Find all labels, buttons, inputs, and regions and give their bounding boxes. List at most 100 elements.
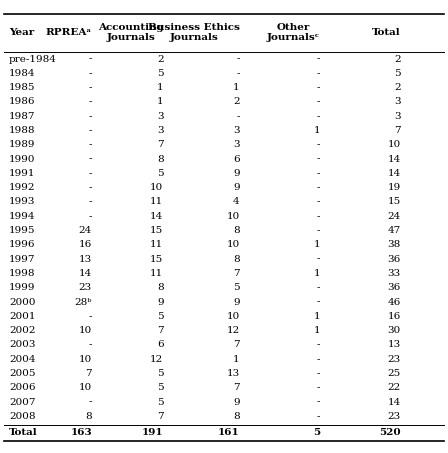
Text: 7: 7	[157, 412, 164, 421]
Text: 1: 1	[233, 83, 240, 92]
Text: 23: 23	[388, 355, 401, 364]
Text: 23: 23	[78, 283, 92, 292]
Text: -: -	[317, 140, 320, 149]
Text: 8: 8	[233, 412, 240, 421]
Text: Other
Journalsᶜ: Other Journalsᶜ	[267, 23, 320, 43]
Text: 3: 3	[394, 97, 401, 106]
Text: 2: 2	[394, 54, 401, 63]
Text: 1996: 1996	[9, 241, 35, 249]
Text: 8: 8	[157, 154, 164, 164]
Text: 10: 10	[226, 241, 240, 249]
Text: 1987: 1987	[9, 112, 35, 120]
Text: 6: 6	[157, 340, 164, 349]
Text: 5: 5	[157, 69, 164, 78]
Text: 46: 46	[388, 298, 401, 307]
Text: -: -	[317, 355, 320, 364]
Text: -: -	[236, 69, 240, 78]
Text: pre-1984: pre-1984	[9, 54, 57, 63]
Text: -: -	[88, 312, 92, 321]
Text: -: -	[236, 54, 240, 63]
Text: -: -	[317, 83, 320, 92]
Text: 1997: 1997	[9, 255, 35, 264]
Text: -: -	[317, 340, 320, 349]
Text: 19: 19	[388, 183, 401, 192]
Text: 7: 7	[394, 126, 401, 135]
Text: 2007: 2007	[9, 398, 35, 407]
Text: 2008: 2008	[9, 412, 35, 421]
Text: 23: 23	[388, 412, 401, 421]
Text: 1991: 1991	[9, 169, 35, 178]
Text: 1989: 1989	[9, 140, 35, 149]
Text: -: -	[317, 54, 320, 63]
Text: 1995: 1995	[9, 226, 35, 235]
Text: -: -	[88, 212, 92, 221]
Text: 7: 7	[233, 269, 240, 278]
Text: -: -	[317, 383, 320, 392]
Text: Business Ethics
Journals: Business Ethics Journals	[148, 23, 240, 43]
Text: 10: 10	[150, 183, 164, 192]
Text: 9: 9	[233, 183, 240, 192]
Text: 33: 33	[388, 269, 401, 278]
Text: 10: 10	[78, 383, 92, 392]
Text: 1: 1	[157, 83, 164, 92]
Text: 2003: 2003	[9, 340, 35, 349]
Text: 1: 1	[314, 312, 320, 321]
Text: 10: 10	[78, 326, 92, 335]
Text: -: -	[88, 340, 92, 349]
Text: RPREAᵃ: RPREAᵃ	[46, 28, 92, 37]
Text: 9: 9	[233, 169, 240, 178]
Text: 7: 7	[233, 340, 240, 349]
Text: -: -	[317, 412, 320, 421]
Text: -: -	[317, 398, 320, 407]
Text: 1990: 1990	[9, 154, 35, 164]
Text: -: -	[88, 398, 92, 407]
Text: 10: 10	[78, 355, 92, 364]
Text: 2005: 2005	[9, 369, 35, 378]
Text: 161: 161	[218, 428, 240, 437]
Text: 25: 25	[388, 369, 401, 378]
Text: -: -	[317, 198, 320, 207]
Text: Total: Total	[9, 428, 38, 437]
Text: 1999: 1999	[9, 283, 35, 292]
Text: 12: 12	[226, 326, 240, 335]
Text: -: -	[88, 154, 92, 164]
Text: 1: 1	[157, 97, 164, 106]
Text: -: -	[317, 255, 320, 264]
Text: -: -	[88, 169, 92, 178]
Text: 15: 15	[388, 198, 401, 207]
Text: 2001: 2001	[9, 312, 35, 321]
Text: -: -	[88, 69, 92, 78]
Text: -: -	[88, 112, 92, 120]
Text: 13: 13	[388, 340, 401, 349]
Text: -: -	[317, 183, 320, 192]
Text: 5: 5	[157, 398, 164, 407]
Text: -: -	[317, 69, 320, 78]
Text: -: -	[317, 112, 320, 120]
Text: 10: 10	[226, 212, 240, 221]
Text: 1988: 1988	[9, 126, 35, 135]
Text: 1: 1	[314, 326, 320, 335]
Text: 3: 3	[157, 112, 164, 120]
Text: -: -	[317, 369, 320, 378]
Text: 16: 16	[78, 241, 92, 249]
Text: 5: 5	[394, 69, 401, 78]
Text: 14: 14	[388, 154, 401, 164]
Text: 13: 13	[78, 255, 92, 264]
Text: -: -	[317, 298, 320, 307]
Text: 22: 22	[388, 383, 401, 392]
Text: 7: 7	[85, 369, 92, 378]
Text: 12: 12	[150, 355, 164, 364]
Text: 14: 14	[150, 212, 164, 221]
Text: 1986: 1986	[9, 97, 35, 106]
Text: 10: 10	[226, 312, 240, 321]
Text: 5: 5	[233, 283, 240, 292]
Text: 2006: 2006	[9, 383, 35, 392]
Text: -: -	[88, 183, 92, 192]
Text: -: -	[88, 54, 92, 63]
Text: 1998: 1998	[9, 269, 35, 278]
Text: 1994: 1994	[9, 212, 35, 221]
Text: -: -	[317, 226, 320, 235]
Text: 5: 5	[157, 169, 164, 178]
Text: 24: 24	[388, 212, 401, 221]
Text: 36: 36	[388, 283, 401, 292]
